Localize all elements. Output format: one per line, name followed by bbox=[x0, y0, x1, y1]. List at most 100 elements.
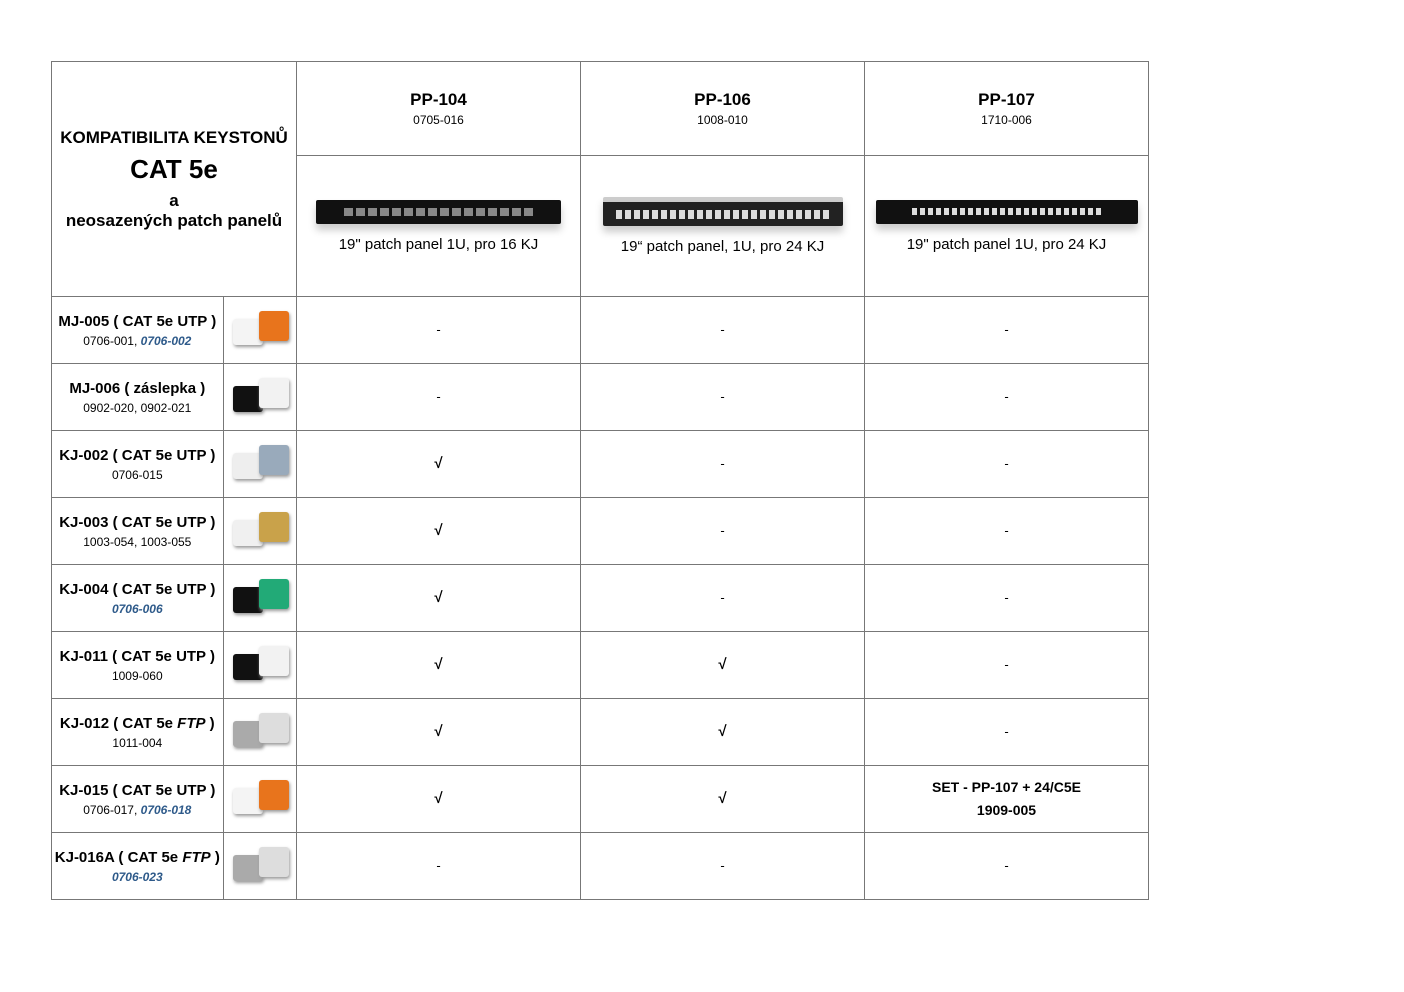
port-slot bbox=[968, 208, 973, 215]
code-link[interactable]: 0706-006 bbox=[111, 601, 163, 616]
not-compatible-mark: - bbox=[436, 389, 441, 404]
panel-code: 1008-010 bbox=[697, 113, 748, 127]
keystone-image-cell bbox=[222, 296, 298, 364]
port-slot bbox=[428, 207, 437, 216]
code-link[interactable]: 0706-023 bbox=[111, 869, 163, 884]
panel-header-pp107: PP-107 1710-006 bbox=[864, 61, 1149, 156]
port-slot bbox=[787, 209, 793, 219]
keystone-name-cell: KJ-016A ( CAT 5e FTP ) 0706-023 bbox=[51, 832, 224, 900]
code-link[interactable]: 0706-002 bbox=[140, 333, 192, 348]
port-slot bbox=[1024, 208, 1029, 215]
port-slot bbox=[416, 207, 425, 216]
compatibility-cell: √ bbox=[296, 564, 581, 632]
patch-panel-image bbox=[316, 199, 561, 224]
keystone-codes: 0706-006 bbox=[52, 602, 223, 616]
port-slot bbox=[778, 209, 784, 219]
title-cell: KOMPATIBILITA KEYSTONŮ CAT 5e a neosazen… bbox=[51, 61, 297, 297]
keystone-name: KJ-002 ( CAT 5e UTP ) bbox=[59, 446, 216, 464]
compatibility-cell: - bbox=[296, 363, 581, 431]
port-slot bbox=[1096, 208, 1101, 215]
keystone-name-cell: MJ-006 ( záslepka ) 0902-020, 0902-021 bbox=[51, 363, 224, 431]
compatibility-cell: - bbox=[580, 430, 865, 498]
code: 0902-020, 0902-021 bbox=[83, 400, 192, 415]
keystone-image bbox=[225, 707, 295, 757]
keystone-name-cell: KJ-002 ( CAT 5e UTP ) 0706-015 bbox=[51, 430, 224, 498]
port-slot bbox=[706, 209, 712, 219]
set-info: SET - PP-107 + 24/C5E bbox=[931, 779, 1082, 795]
panel-name: PP-104 bbox=[410, 90, 467, 109]
compatibility-cell: √ bbox=[296, 430, 581, 498]
keystone-name: KJ-015 ( CAT 5e UTP ) bbox=[59, 781, 216, 799]
port-slot bbox=[643, 209, 649, 219]
port-slot bbox=[1040, 208, 1045, 215]
keystone-name: MJ-006 ( záslepka ) bbox=[69, 379, 206, 397]
code-link[interactable]: 0706-018 bbox=[140, 802, 192, 817]
port-slot bbox=[1000, 208, 1005, 215]
port-slot bbox=[960, 208, 965, 215]
port-slot bbox=[697, 209, 703, 219]
port-slot bbox=[625, 209, 631, 219]
table-row: KJ-011 ( CAT 5e UTP ) 1009-060 √ √ - bbox=[51, 631, 1149, 699]
port-slot bbox=[1088, 208, 1093, 215]
not-compatible-mark: - bbox=[1004, 523, 1009, 538]
port-slot bbox=[344, 207, 353, 216]
keystone-codes: 0706-023 bbox=[52, 870, 223, 884]
port-slot bbox=[944, 208, 949, 215]
panel-image-cell: 19" patch panel 1U, pro 16 KJ bbox=[296, 155, 581, 297]
title-line-2: CAT 5e bbox=[130, 153, 218, 184]
compatibility-cell: - bbox=[580, 363, 865, 431]
code: 0706-001, bbox=[83, 333, 141, 348]
keystone-name-cell: MJ-005 ( CAT 5e UTP ) 0706-001, 0706-002 bbox=[51, 296, 224, 364]
compatibility-table: KOMPATIBILITA KEYSTONŮ CAT 5e a neosazen… bbox=[51, 61, 1149, 900]
panel-header-pp104: PP-104 0705-016 bbox=[296, 61, 581, 156]
compatible-check: √ bbox=[718, 723, 727, 740]
port-slot bbox=[976, 208, 981, 215]
keystone-image bbox=[225, 774, 295, 824]
compatible-check: √ bbox=[434, 656, 443, 673]
not-compatible-mark: - bbox=[436, 322, 441, 337]
keystone-image bbox=[225, 640, 295, 690]
port-slot bbox=[476, 207, 485, 216]
table-row: KJ-012 ( CAT 5e FTP ) 1011-004 √ √ - bbox=[51, 698, 1149, 766]
port-slot bbox=[724, 209, 730, 219]
table-row: MJ-005 ( CAT 5e UTP ) 0706-001, 0706-002 -… bbox=[51, 296, 1149, 364]
port-slot bbox=[1048, 208, 1053, 215]
patch-panel-image bbox=[875, 199, 1138, 224]
port-slot bbox=[733, 209, 739, 219]
table-row: KJ-002 ( CAT 5e UTP ) 0706-015 √ - - bbox=[51, 430, 1149, 498]
code: 1003-054, 1003-055 bbox=[83, 534, 192, 549]
not-compatible-mark: - bbox=[1004, 456, 1009, 471]
panel-code: 0705-016 bbox=[413, 113, 464, 127]
not-compatible-mark: - bbox=[1004, 724, 1009, 739]
port-slot bbox=[1080, 208, 1085, 215]
keystone-name: KJ-011 ( CAT 5e UTP ) bbox=[59, 647, 215, 665]
keystone-codes: 1009-060 bbox=[52, 669, 223, 683]
keystone-image bbox=[225, 841, 295, 891]
port-slot bbox=[796, 209, 802, 219]
not-compatible-mark: - bbox=[720, 858, 725, 873]
keystone-name-cell: KJ-004 ( CAT 5e UTP ) 0706-006 bbox=[51, 564, 224, 632]
keystone-name-cell: KJ-012 ( CAT 5e FTP ) 1011-004 bbox=[51, 698, 224, 766]
keystone-codes: 0706-017, 0706-018 bbox=[52, 803, 223, 817]
compatible-check: √ bbox=[718, 790, 727, 807]
keystone-image-cell bbox=[222, 832, 298, 900]
compatible-check: √ bbox=[434, 790, 443, 807]
not-compatible-mark: - bbox=[720, 590, 725, 605]
patch-panel-image bbox=[602, 197, 843, 226]
compatibility-cell: √ bbox=[580, 698, 865, 766]
panel-name: PP-106 bbox=[694, 90, 751, 109]
port-slot bbox=[1032, 208, 1037, 215]
code: 0706-017, bbox=[83, 802, 141, 817]
port-slot bbox=[984, 208, 989, 215]
keystone-name: KJ-003 ( CAT 5e UTP ) bbox=[59, 513, 216, 531]
compatible-check: √ bbox=[434, 522, 443, 539]
port-slot bbox=[524, 207, 533, 216]
port-slot bbox=[751, 209, 757, 219]
keystone-codes: 0902-020, 0902-021 bbox=[52, 401, 223, 415]
compatibility-cell: √ bbox=[296, 631, 581, 699]
port-slot bbox=[512, 207, 521, 216]
code: 1011-004 bbox=[112, 735, 163, 750]
keystone-image-cell bbox=[222, 631, 298, 699]
panel-description: 19" patch panel 1U, pro 16 KJ bbox=[338, 235, 539, 253]
keystone-name: MJ-005 ( CAT 5e UTP ) bbox=[58, 312, 217, 330]
